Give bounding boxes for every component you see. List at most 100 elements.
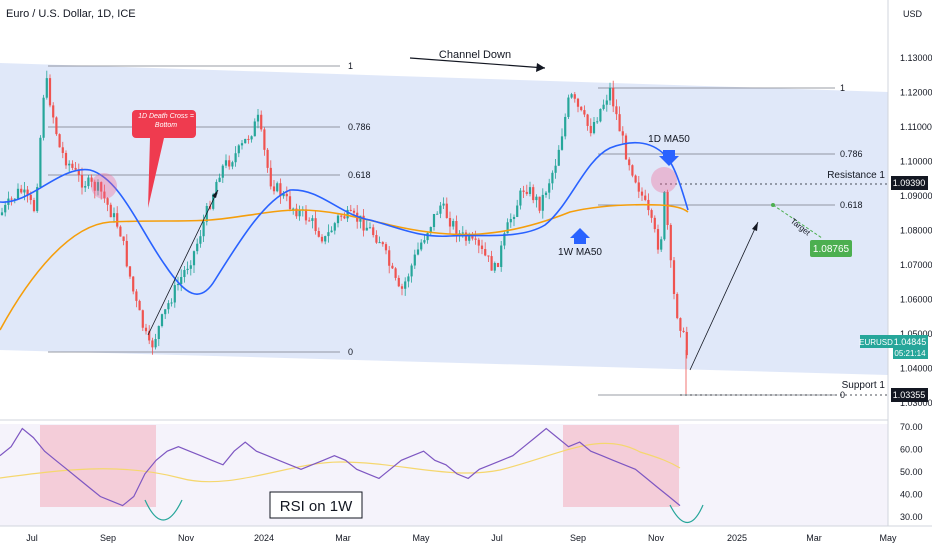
symbol-tag (860, 335, 893, 348)
candle-body (84, 186, 87, 188)
candle-body (196, 243, 199, 252)
candle-body (375, 235, 378, 243)
candle-body (455, 221, 458, 236)
candle-body (189, 265, 192, 269)
ma50-1d-line (0, 141, 689, 295)
target-dot (771, 203, 775, 207)
candle-body (10, 198, 13, 200)
candle-body (45, 78, 48, 98)
candle-body (298, 209, 301, 217)
candle-body (93, 181, 96, 191)
time-tick-label: Jul (491, 533, 503, 543)
candle-body (439, 205, 442, 214)
rsi-signal-line (0, 442, 681, 483)
candle-body (256, 114, 260, 122)
candle-body (52, 105, 55, 118)
candle-body (532, 187, 535, 201)
last-price-tag (893, 335, 928, 359)
resistance-price-value: 1.09390 (893, 178, 926, 188)
candle-body (64, 152, 68, 166)
candle-body (282, 193, 285, 197)
resistance-label: Resistance 1 (827, 170, 885, 181)
candle-body (682, 330, 685, 332)
candle-body (445, 203, 448, 219)
candle-body (231, 162, 234, 167)
candle-body (538, 196, 541, 211)
candle-body (109, 204, 112, 218)
death-cross-text: 1D Death Cross = Bottom (138, 113, 194, 129)
candle-body (132, 276, 135, 292)
support-label: Support 1 (842, 380, 886, 391)
rsi-axis-ticks: 70.00 60.00 50.00 40.00 30.00 (900, 422, 923, 522)
ma50-1d-label: 1D MA50 (648, 134, 690, 145)
candle-body (384, 244, 388, 251)
candle-body (474, 238, 477, 240)
candle-body (269, 167, 272, 187)
candle-body (503, 233, 506, 246)
candle-body (288, 196, 292, 210)
candle-body (436, 213, 439, 215)
candle-body (314, 218, 317, 232)
candle-body (429, 226, 432, 233)
candle-body (135, 291, 138, 301)
time-tick-label: May (879, 533, 897, 543)
candle-body (250, 136, 253, 140)
fib-left-label-0: 0 (348, 347, 353, 357)
candle-body (157, 326, 160, 340)
candle-body (589, 125, 592, 134)
candle-body (119, 226, 122, 237)
candle-body (535, 196, 538, 201)
candle-body (468, 236, 471, 241)
candle-body (16, 188, 20, 199)
ma50-test-circle (651, 167, 677, 193)
candle-body (580, 106, 583, 111)
candle-body (640, 191, 644, 196)
candle-body (279, 183, 282, 197)
candle-body (576, 98, 580, 107)
price-tick-label: 1.08000 (900, 226, 932, 236)
candle-body (452, 221, 455, 227)
candle-body (679, 318, 682, 331)
candle-body (160, 314, 164, 327)
candle-body (29, 194, 32, 201)
candle-body (637, 182, 640, 192)
candle-body (602, 104, 605, 109)
candle-body (407, 276, 410, 282)
candle-body (4, 204, 7, 213)
candle-body (247, 138, 250, 140)
time-tick-label: Sep (100, 533, 116, 543)
time-axis-ticks: Jul Sep Nov 2024 Mar May Jul Sep Nov 2025 Mar May (26, 533, 897, 543)
price-tick-label: 1.06000 (900, 295, 932, 305)
candle-body (48, 78, 52, 106)
fib-left-label-1: 1 (348, 61, 353, 71)
time-tick-label: Sep (570, 533, 586, 543)
candle-body (368, 227, 372, 229)
fib-left-label-0786: 0.786 (348, 122, 371, 132)
candle-body (605, 100, 608, 105)
candle-body (388, 250, 391, 266)
candle-body (554, 165, 557, 173)
candle-body (432, 213, 436, 227)
candle-body (471, 236, 474, 239)
candle-body (541, 194, 544, 211)
candle-body (224, 160, 228, 166)
price-tick-label: 1.13000 (900, 53, 932, 63)
candle-body (448, 218, 452, 227)
candle-body (624, 135, 628, 160)
candle-body (423, 240, 426, 243)
target-arrow (689, 221, 759, 371)
candle-body (669, 224, 672, 261)
candle-body (660, 239, 663, 250)
price-tick-label: 1.11000 (900, 122, 932, 132)
channel-arrow-head (536, 63, 545, 72)
candle-body (525, 191, 528, 194)
candle-body (330, 230, 333, 233)
candle-body (528, 187, 532, 194)
candle-body (125, 240, 128, 267)
candle-body (420, 242, 423, 250)
candle-body (586, 114, 589, 126)
candle-body (71, 163, 74, 168)
candle-body (352, 210, 356, 213)
